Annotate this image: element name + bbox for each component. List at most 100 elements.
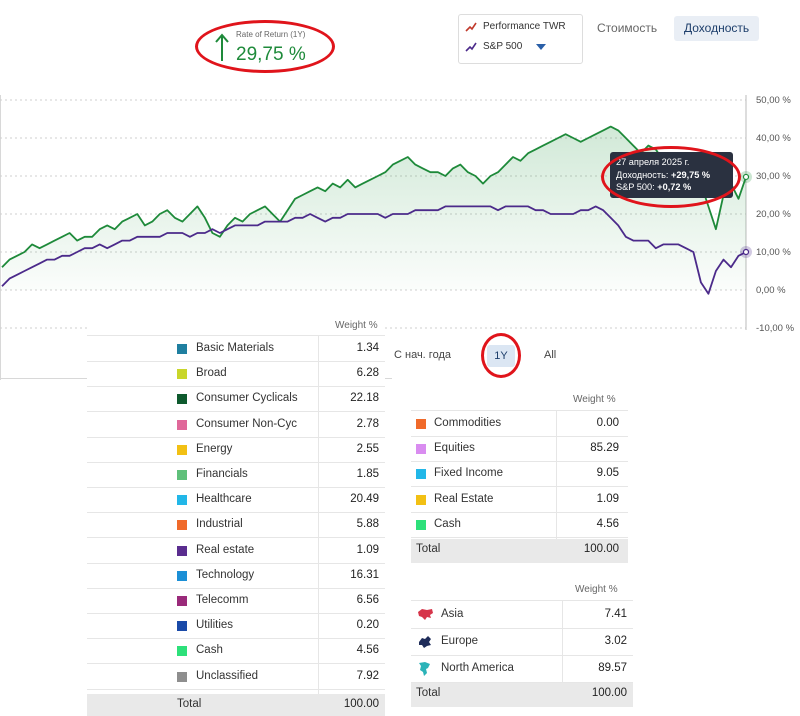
row-name: North America bbox=[441, 662, 514, 674]
period-ytd-button[interactable]: С нач. года bbox=[394, 349, 451, 361]
table-row: North America 89.57 bbox=[411, 656, 633, 683]
row-name: Technology bbox=[196, 568, 255, 581]
performance-line-chart[interactable]: 50,00 % 40,00 % 30,00 % 20,00 % 10,00 % 0,00 … bbox=[0, 0, 800, 380]
legend-item-performance[interactable]: Performance TWR bbox=[465, 21, 566, 32]
legend-label-sp500: S&P 500 bbox=[483, 41, 523, 52]
color-swatch bbox=[416, 469, 426, 480]
legend-label-performance: Performance TWR bbox=[483, 21, 566, 32]
row-value: 20.49 bbox=[350, 493, 379, 506]
row-name: Asia bbox=[441, 608, 464, 620]
period-all-button[interactable]: All bbox=[544, 349, 557, 361]
color-swatch bbox=[177, 596, 187, 606]
row-name: Unclassified bbox=[196, 669, 258, 682]
row-value: 1.09 bbox=[596, 492, 619, 505]
color-swatch bbox=[416, 494, 426, 505]
y-tick-label: 10,00 % bbox=[756, 247, 791, 258]
row-name: Financials bbox=[196, 468, 248, 480]
period-1y-highlight-circle bbox=[481, 333, 521, 378]
row-value: 1.34 bbox=[356, 342, 379, 354]
legend-box[interactable]: Performance TWR S&P 500 bbox=[458, 14, 583, 64]
row-value: 0.00 bbox=[596, 417, 619, 429]
row-name: Cash bbox=[434, 517, 461, 530]
red-trend-line-icon bbox=[465, 22, 477, 32]
series-layer bbox=[1, 125, 752, 295]
color-swatch bbox=[177, 419, 187, 430]
y-tick-label: 20,00 % bbox=[756, 209, 791, 220]
row-value: 2.78 bbox=[356, 417, 379, 430]
table-row: Cash 4.56 bbox=[411, 513, 628, 538]
color-swatch bbox=[177, 394, 187, 405]
performance-end-dot bbox=[742, 173, 750, 181]
sp500-end-dot bbox=[742, 248, 750, 256]
sp500-series-line bbox=[1, 205, 747, 295]
row-name: Broad bbox=[196, 367, 227, 380]
color-swatch bbox=[177, 444, 187, 455]
row-name: Basic Materials bbox=[196, 342, 274, 354]
color-swatch bbox=[177, 369, 187, 380]
row-name: Healthcare bbox=[196, 493, 252, 506]
row-value: 4.56 bbox=[356, 644, 379, 657]
purple-trend-line-icon bbox=[465, 42, 477, 52]
row-value: 0.20 bbox=[356, 619, 379, 632]
table-row: Energy 2.55 bbox=[87, 438, 385, 463]
table-row: Technology 16.31 bbox=[87, 564, 385, 589]
table-header: Weight % bbox=[411, 577, 633, 601]
column-divider bbox=[556, 411, 557, 539]
row-value: 9.05 bbox=[596, 467, 619, 480]
column-divider bbox=[318, 336, 319, 694]
table-row: Equities 85.29 bbox=[411, 437, 628, 463]
row-name: Real estate bbox=[196, 543, 255, 556]
table-row: Fixed Income 9.05 bbox=[411, 462, 628, 488]
color-swatch bbox=[416, 519, 426, 530]
tab-value[interactable]: Стоимость bbox=[597, 21, 658, 35]
row-value: 3.02 bbox=[604, 635, 627, 647]
y-tick-label: -10,00 % bbox=[756, 323, 795, 334]
region-weights-table: Weight % Asia 7.41 Europe 3.02 North America… bbox=[411, 577, 633, 707]
total-row: Total 100.00 bbox=[411, 539, 628, 563]
table-row: Consumer Cyclicals 22.18 bbox=[87, 387, 385, 413]
color-swatch bbox=[416, 419, 426, 429]
color-swatch bbox=[177, 470, 187, 480]
total-row: Total 100.00 bbox=[411, 683, 633, 707]
legend-item-sp500[interactable]: S&P 500 bbox=[465, 41, 547, 52]
y-tick-label: 40,00 % bbox=[756, 133, 791, 144]
performance-chart-panel: 50,00 % 40,00 % 30,00 % 20,00 % 10,00 % 0,00 … bbox=[0, 0, 800, 380]
tab-return[interactable]: Доходность bbox=[674, 16, 760, 41]
asia-map-icon bbox=[418, 609, 433, 620]
total-label: Total bbox=[177, 698, 202, 710]
row-value: 6.56 bbox=[356, 594, 379, 606]
color-swatch bbox=[177, 520, 187, 531]
chevron-down-icon[interactable] bbox=[536, 43, 547, 50]
table-row: Commodities 0.00 bbox=[411, 412, 628, 438]
row-value: 6.28 bbox=[356, 367, 379, 380]
table-row: Broad 6.28 bbox=[87, 362, 385, 388]
row-name: Europe bbox=[441, 635, 479, 647]
color-swatch bbox=[177, 344, 187, 354]
color-swatch bbox=[177, 495, 187, 506]
row-name: Consumer Non-Cyc bbox=[196, 417, 297, 430]
total-row: Total 100.00 bbox=[87, 694, 385, 716]
weight-column-header: Weight % bbox=[335, 320, 378, 331]
table-row: Europe 3.02 bbox=[411, 629, 633, 656]
total-value: 100.00 bbox=[343, 698, 379, 710]
total-label: Total bbox=[416, 543, 441, 555]
row-value: 22.18 bbox=[350, 392, 379, 405]
table-row: Industrial 5.88 bbox=[87, 513, 385, 539]
row-value: 16.31 bbox=[350, 568, 379, 581]
north-america-map-icon bbox=[419, 662, 430, 676]
color-swatch bbox=[416, 444, 426, 455]
row-value: 2.55 bbox=[356, 442, 379, 455]
row-name: Cash bbox=[196, 644, 223, 657]
color-swatch bbox=[177, 545, 187, 556]
row-value: 85.29 bbox=[590, 442, 619, 455]
table-row: Real Estate 1.09 bbox=[411, 488, 628, 513]
row-name: Equities bbox=[434, 442, 475, 455]
color-swatch bbox=[177, 570, 187, 581]
row-name: Utilities bbox=[196, 619, 234, 632]
row-value: 1.85 bbox=[356, 468, 379, 480]
table-row: Basic Materials 1.34 bbox=[87, 337, 385, 363]
table-row: Financials 1.85 bbox=[87, 463, 385, 489]
table-header: Weight % bbox=[411, 387, 628, 411]
sector-weights-table: Weight % Basic Materials 1.34 Broad 6.28 Con… bbox=[87, 312, 385, 716]
asset-class-weights-table: Weight % Commodities 0.00 Equities 85.29 Fix… bbox=[411, 387, 628, 563]
